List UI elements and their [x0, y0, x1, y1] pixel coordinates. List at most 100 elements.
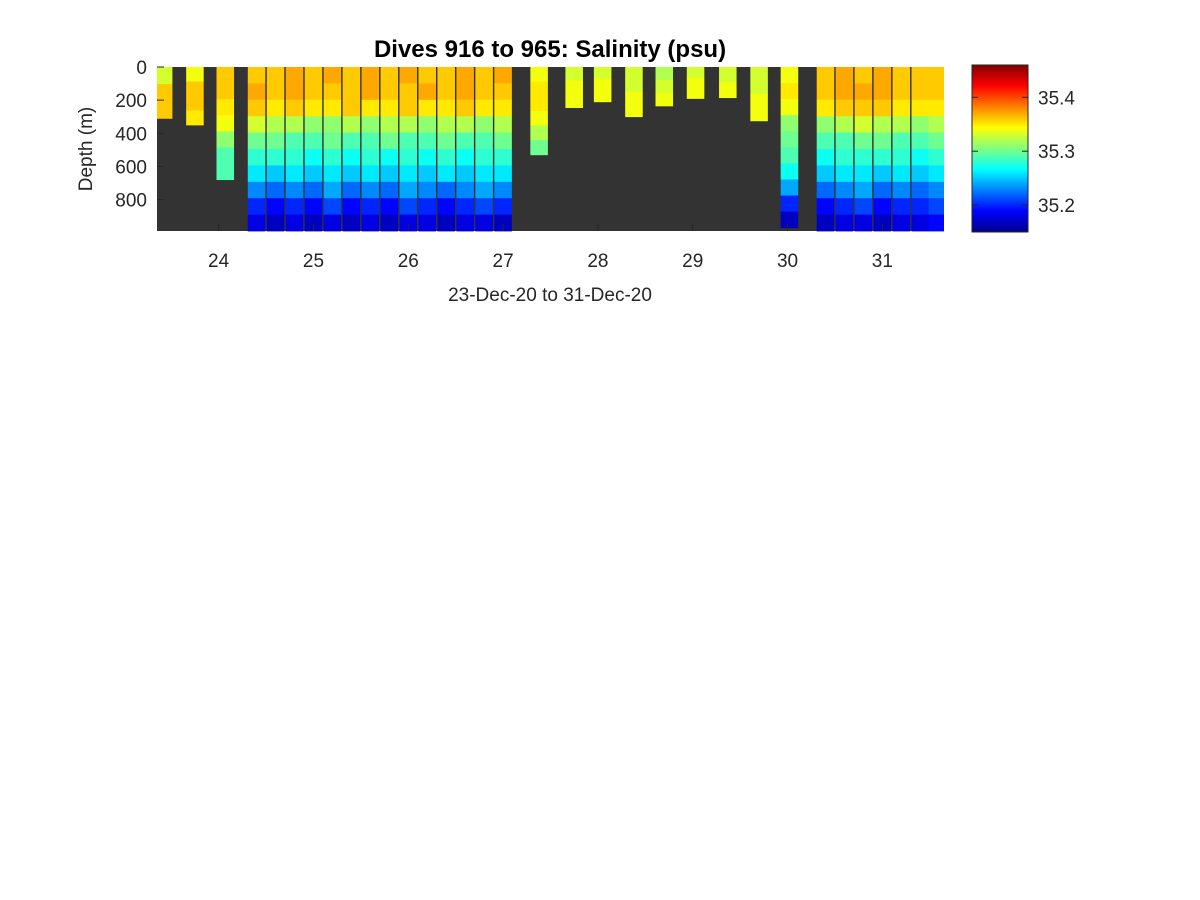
- salinity-cell: [456, 116, 474, 133]
- salinity-cell: [835, 165, 854, 183]
- salinity-cell: [928, 116, 944, 133]
- dive-profile-29: [854, 67, 873, 232]
- salinity-cell: [380, 83, 399, 101]
- salinity-cell: [216, 99, 235, 116]
- salinity-cell: [835, 83, 854, 101]
- salinity-cell: [911, 198, 930, 215]
- salinity-cell: [323, 165, 342, 183]
- salinity-cell: [928, 181, 944, 199]
- salinity-cell: [911, 99, 930, 117]
- salinity-cell: [816, 165, 835, 183]
- salinity-cell: [399, 149, 418, 166]
- salinity-cell: [456, 198, 474, 215]
- salinity-cell: [456, 214, 474, 232]
- salinity-cell: [247, 198, 266, 215]
- salinity-cell: [494, 165, 512, 183]
- salinity-cell: [475, 67, 493, 84]
- salinity-cell: [625, 104, 643, 118]
- dive-profile-11: [380, 67, 399, 232]
- salinity-cell: [247, 181, 266, 199]
- salinity-cell: [342, 99, 361, 117]
- dive-profile-6: [285, 67, 304, 232]
- salinity-cell: [911, 165, 930, 183]
- salinity-cell: [475, 165, 493, 183]
- salinity-cell: [437, 214, 455, 232]
- salinity-cell: [266, 67, 285, 84]
- salinity-cell: [418, 67, 436, 84]
- salinity-cell: [655, 92, 674, 107]
- salinity-cell: [816, 99, 835, 117]
- x-tick-label: 26: [398, 251, 419, 272]
- x-tick-label: 29: [682, 251, 703, 272]
- salinity-cell: [361, 214, 380, 232]
- dive-profile-9: [342, 67, 361, 232]
- salinity-cell: [873, 198, 892, 215]
- salinity-cell: [835, 99, 854, 117]
- salinity-cell: [342, 132, 361, 150]
- salinity-cell: [361, 67, 380, 84]
- salinity-cell: [565, 80, 583, 95]
- salinity-cell: [780, 67, 799, 84]
- salinity-cell: [266, 165, 285, 183]
- salinity-cell: [399, 181, 418, 199]
- salinity-cell: [854, 181, 873, 199]
- salinity-cell: [399, 83, 418, 101]
- salinity-cell: [928, 132, 944, 150]
- salinity-cell: [380, 99, 399, 117]
- salinity-cell: [418, 132, 436, 150]
- salinity-cell: [247, 67, 266, 84]
- salinity-cell: [323, 99, 342, 117]
- salinity-cell: [157, 84, 173, 102]
- colorbar-ticks: 35.2 35.3 35.4: [972, 88, 1075, 217]
- salinity-cell: [399, 198, 418, 215]
- salinity-cell: [928, 83, 944, 101]
- salinity-cell: [928, 214, 944, 232]
- salinity-cell: [873, 67, 892, 84]
- salinity-cell: [854, 165, 873, 183]
- salinity-cell: [323, 132, 342, 150]
- salinity-cell: [380, 116, 399, 133]
- dive-profile-21: [625, 67, 643, 118]
- salinity-cell: [835, 181, 854, 199]
- dive-profile-30: [873, 67, 892, 232]
- salinity-cell: [418, 149, 436, 166]
- x-axis-ticks: 24 25 26 27 28 29 30 31: [208, 224, 893, 272]
- salinity-cell: [247, 132, 266, 150]
- salinity-cell: [750, 80, 768, 95]
- chart-title: Dives 916 to 965: Salinity (psu): [374, 36, 726, 63]
- salinity-cell: [719, 82, 737, 99]
- salinity-cell: [437, 99, 455, 117]
- salinity-cell: [186, 95, 204, 111]
- salinity-cell: [437, 116, 455, 133]
- salinity-cell: [304, 149, 323, 166]
- salinity-cell: [780, 211, 799, 229]
- salinity-cell: [186, 81, 204, 97]
- salinity-cell: [216, 83, 235, 100]
- salinity-cell: [361, 198, 380, 215]
- salinity-cell: [780, 195, 799, 213]
- salinity-cell: [494, 149, 512, 166]
- dive-profile-26: [780, 67, 799, 229]
- salinity-cell: [892, 83, 911, 101]
- salinity-cell: [873, 165, 892, 183]
- y-tick-label: 800: [115, 191, 147, 212]
- salinity-cell: [565, 67, 583, 81]
- salinity-cell: [304, 165, 323, 183]
- salinity-cell: [418, 99, 436, 117]
- dive-profile-33: [928, 67, 944, 232]
- plot-area: 24 25 26 27 28 29 30 31 0 200 400 600 800: [115, 58, 944, 272]
- salinity-cell: [323, 149, 342, 166]
- salinity-cell: [494, 181, 512, 199]
- salinity-cell: [323, 181, 342, 199]
- salinity-cell: [911, 149, 930, 166]
- salinity-cell: [418, 181, 436, 199]
- salinity-cell: [247, 165, 266, 183]
- salinity-cell: [437, 149, 455, 166]
- dive-profile-7: [304, 67, 323, 232]
- salinity-cell: [780, 179, 799, 196]
- salinity-cell: [816, 181, 835, 199]
- salinity-cell: [266, 116, 285, 133]
- salinity-cell: [928, 198, 944, 215]
- salinity-cell: [892, 132, 911, 150]
